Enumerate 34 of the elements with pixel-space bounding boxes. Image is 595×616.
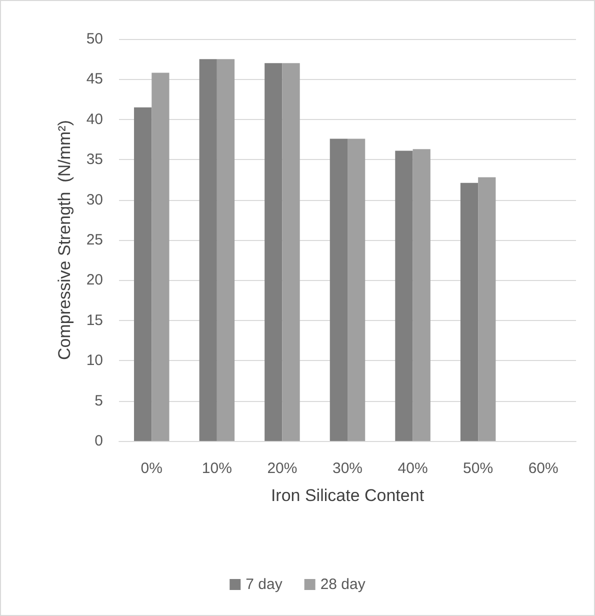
y-tick-label: 30 <box>86 191 103 208</box>
y-axis-title: Compressive Strength (N/mm²) <box>55 120 74 360</box>
y-tick-label: 10 <box>86 352 103 370</box>
y-tick-label: 25 <box>86 232 103 248</box>
y-tick-label: 5 <box>94 392 103 410</box>
bar <box>412 149 430 441</box>
bar <box>134 107 152 441</box>
y-tick-label: 20 <box>86 272 103 289</box>
bar <box>395 150 413 441</box>
y-tick-label: 0 <box>94 432 103 450</box>
x-tick-label: 40% <box>398 460 428 477</box>
bar <box>264 63 282 441</box>
legend-label: 7 day <box>246 576 283 593</box>
bar <box>199 59 217 441</box>
bar <box>460 182 478 441</box>
x-tick-label: 50% <box>463 460 494 477</box>
x-tick-label: 20% <box>267 460 298 477</box>
legend-label: 28 day <box>320 576 366 593</box>
bar <box>152 72 170 441</box>
y-tick-label: 35 <box>86 151 103 168</box>
x-tick-label: 30% <box>332 460 363 477</box>
bar <box>282 63 300 441</box>
y-tick-label: 50 <box>86 30 103 48</box>
bar <box>330 138 348 441</box>
x-tick-label: 10% <box>202 460 232 477</box>
bar <box>216 59 235 441</box>
x-tick-label: 0% <box>140 460 162 477</box>
bar <box>478 177 496 441</box>
bar <box>348 138 366 441</box>
y-tick-label: 45 <box>86 70 103 88</box>
x-axis-title: Iron Silicate Content <box>270 486 424 505</box>
x-tick-label: 60% <box>528 460 558 477</box>
y-tick-label: 40 <box>86 110 103 128</box>
y-tick-label: 15 <box>86 312 103 329</box>
